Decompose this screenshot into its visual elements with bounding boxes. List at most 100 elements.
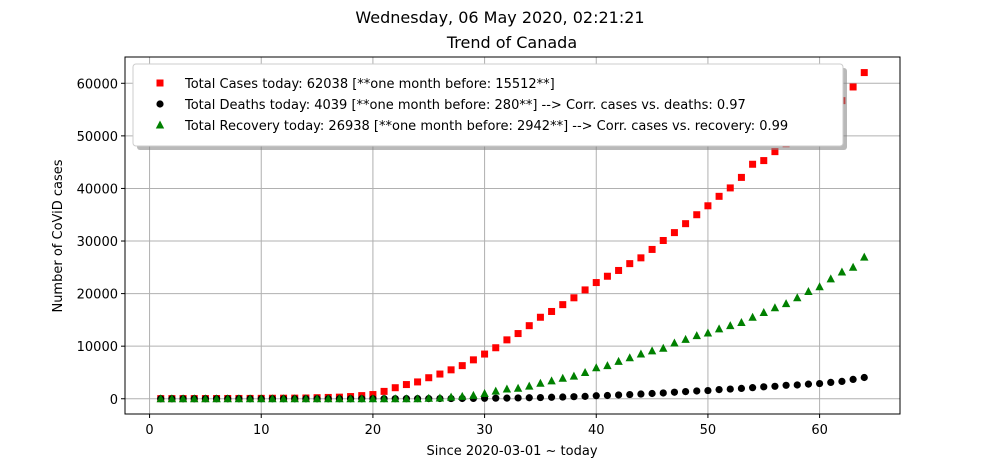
deaths-point [670, 388, 679, 396]
cases-point [726, 184, 734, 192]
cases-point [715, 192, 723, 200]
recovery-point [636, 349, 646, 358]
deaths-point [659, 389, 667, 397]
cases-point [559, 301, 567, 309]
recovery-point [391, 394, 400, 403]
cases-point [380, 387, 388, 395]
cases-point [570, 294, 578, 302]
cases-point [615, 266, 623, 274]
recovery-point [469, 390, 478, 399]
deaths-point [503, 394, 511, 402]
deaths-point [815, 379, 824, 388]
deaths-point [637, 390, 645, 398]
recovery-point [324, 394, 333, 403]
recovery-point [167, 394, 177, 403]
cases-point [536, 313, 544, 321]
cases-point [548, 307, 556, 315]
recovery-point [257, 394, 266, 403]
deaths-point [804, 380, 813, 388]
x-tick-label: 0 [145, 423, 153, 438]
cases-point [704, 202, 712, 210]
recovery-point [659, 343, 668, 352]
recovery-point [815, 282, 824, 291]
cases-point [469, 356, 477, 364]
legend-entry-deaths-marker [156, 100, 164, 108]
deaths-point [536, 393, 545, 402]
recovery-point [558, 373, 567, 382]
deaths-point [827, 378, 835, 387]
chart-title: Trend of Canada [446, 33, 577, 52]
recovery-point [190, 394, 199, 403]
x-axis-label: Since 2020-03-01 ~ today [426, 444, 597, 459]
deaths-point [704, 386, 712, 395]
recovery-point [793, 293, 802, 302]
y-tick-label: 40000 [77, 182, 118, 197]
deaths-point [626, 390, 634, 399]
recovery-point [714, 324, 724, 333]
recovery-point [279, 394, 288, 403]
cases-point [737, 173, 745, 181]
recovery-point [480, 388, 489, 397]
x-tick-label: 60 [811, 423, 828, 438]
cases-point [626, 260, 634, 268]
legend-entry-deaths-label: Total Deaths today: 4039 [**one month be… [184, 98, 746, 113]
recovery-point [301, 394, 311, 403]
cases-point [581, 286, 589, 294]
x-tick-label: 10 [253, 423, 270, 438]
deaths-point [592, 392, 600, 400]
cases-point [860, 69, 868, 77]
cases-point [525, 322, 533, 330]
recovery-point [592, 363, 601, 372]
y-tick-label: 30000 [77, 235, 118, 250]
recovery-point [491, 386, 500, 395]
recovery-point [860, 252, 869, 261]
recovery-point [223, 394, 232, 403]
cases-point [514, 330, 522, 338]
cases-point [771, 148, 779, 156]
recovery-point [212, 394, 221, 403]
y-tick-label: 60000 [77, 77, 118, 92]
chart-suptitle: Wednesday, 06 May 2020, 02:21:21 [355, 8, 644, 27]
axis-ticks: 0 10 20 30 40 50 60 0 10000 20000 30000 40000 50000 6… [77, 77, 828, 438]
cases-point [425, 374, 433, 382]
y-tick-label: 50000 [77, 130, 118, 145]
cases-point [414, 378, 422, 386]
recovery-point [201, 394, 210, 403]
recovery-point [290, 394, 299, 403]
cases-point [760, 157, 768, 165]
recovery-point [435, 393, 445, 402]
cases-point [693, 211, 701, 219]
recovery-point [335, 394, 344, 403]
recovery-point [759, 308, 768, 317]
deaths-point [648, 389, 656, 398]
recovery-point [804, 286, 813, 295]
recovery-point [726, 321, 735, 330]
cases-point [481, 350, 489, 358]
recovery-point [781, 299, 791, 308]
legend-entry-deaths: Total Deaths today: 4039 [**one month be… [156, 98, 746, 113]
deaths-point [547, 393, 556, 401]
recovery-point [603, 361, 612, 370]
recovery-point [614, 356, 623, 365]
recovery-point [178, 394, 188, 403]
deaths-point [849, 375, 857, 384]
recovery-point [268, 394, 277, 403]
deaths-point [760, 383, 768, 391]
data-points [156, 69, 869, 403]
recovery-point [513, 383, 523, 392]
cases-point [402, 381, 410, 389]
recovery-point [547, 376, 556, 385]
cases-point [503, 336, 511, 344]
deaths-point [525, 394, 533, 402]
recovery-point [402, 394, 411, 403]
cases-point [391, 384, 399, 392]
recovery-point [670, 338, 679, 347]
deaths-point [748, 384, 757, 392]
x-tick-label: 20 [365, 423, 382, 438]
recovery-point [837, 267, 847, 276]
y-tick-label: 10000 [77, 340, 118, 355]
recovery-point [737, 318, 746, 327]
recovery-point [647, 346, 657, 355]
y-axis-label: Number of CoViD cases [51, 159, 66, 312]
